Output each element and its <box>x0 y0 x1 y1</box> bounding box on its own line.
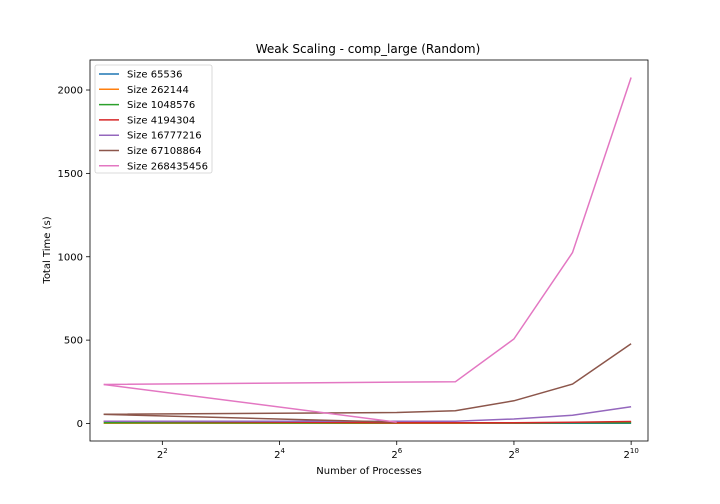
legend-box <box>94 64 213 174</box>
legend-entry-1: Size 262144 <box>127 85 189 96</box>
x-tick-label-3: 28 <box>509 447 520 461</box>
chart-title: Weak Scaling - comp_large (Random) <box>256 42 481 56</box>
x-tick-label-0: 22 <box>157 447 168 461</box>
series-line-6-trace-2 <box>103 383 397 423</box>
x-tick-label-4: 210 <box>623 447 638 461</box>
series-line-3 <box>103 420 632 424</box>
legend-entry-5: Size 67108864 <box>127 146 202 157</box>
series-line-5-trace-2 <box>103 413 397 423</box>
x-axis-label: Number of Processes <box>316 466 421 477</box>
plot-area-frame <box>89 59 649 442</box>
legend-entry-3: Size 4194304 <box>127 115 195 126</box>
series-line-5 <box>103 343 632 416</box>
y-tick-label-0: 0 <box>77 419 83 430</box>
y-tick-label-1: 500 <box>64 336 83 347</box>
y-tick-label-4: 2000 <box>58 86 83 97</box>
y-tick-label-2: 1000 <box>58 252 83 263</box>
y-axis-label: Total Time (s) <box>42 216 53 284</box>
legend: Size 65536 Size 262144 Size 1048576 Size 41… <box>94 64 213 174</box>
legend-entry-6: Size 268435456 <box>127 161 208 172</box>
legend-entry-0: Size 65536 <box>127 70 183 81</box>
legend-entry-2: Size 1048576 <box>127 100 195 111</box>
y-tick-label-3: 1500 <box>58 169 83 180</box>
legend-entry-4: Size 16777216 <box>127 131 202 142</box>
series-line-6 <box>103 77 632 386</box>
x-tick-label-2: 26 <box>391 447 402 461</box>
x-tick-label-1: 24 <box>274 447 285 461</box>
